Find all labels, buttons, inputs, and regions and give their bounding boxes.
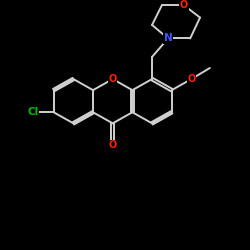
Text: O: O: [187, 74, 196, 84]
Text: O: O: [180, 0, 188, 10]
Text: N: N: [164, 34, 172, 43]
Text: Cl: Cl: [27, 107, 38, 117]
Text: O: O: [108, 74, 117, 84]
Text: O: O: [108, 140, 117, 150]
